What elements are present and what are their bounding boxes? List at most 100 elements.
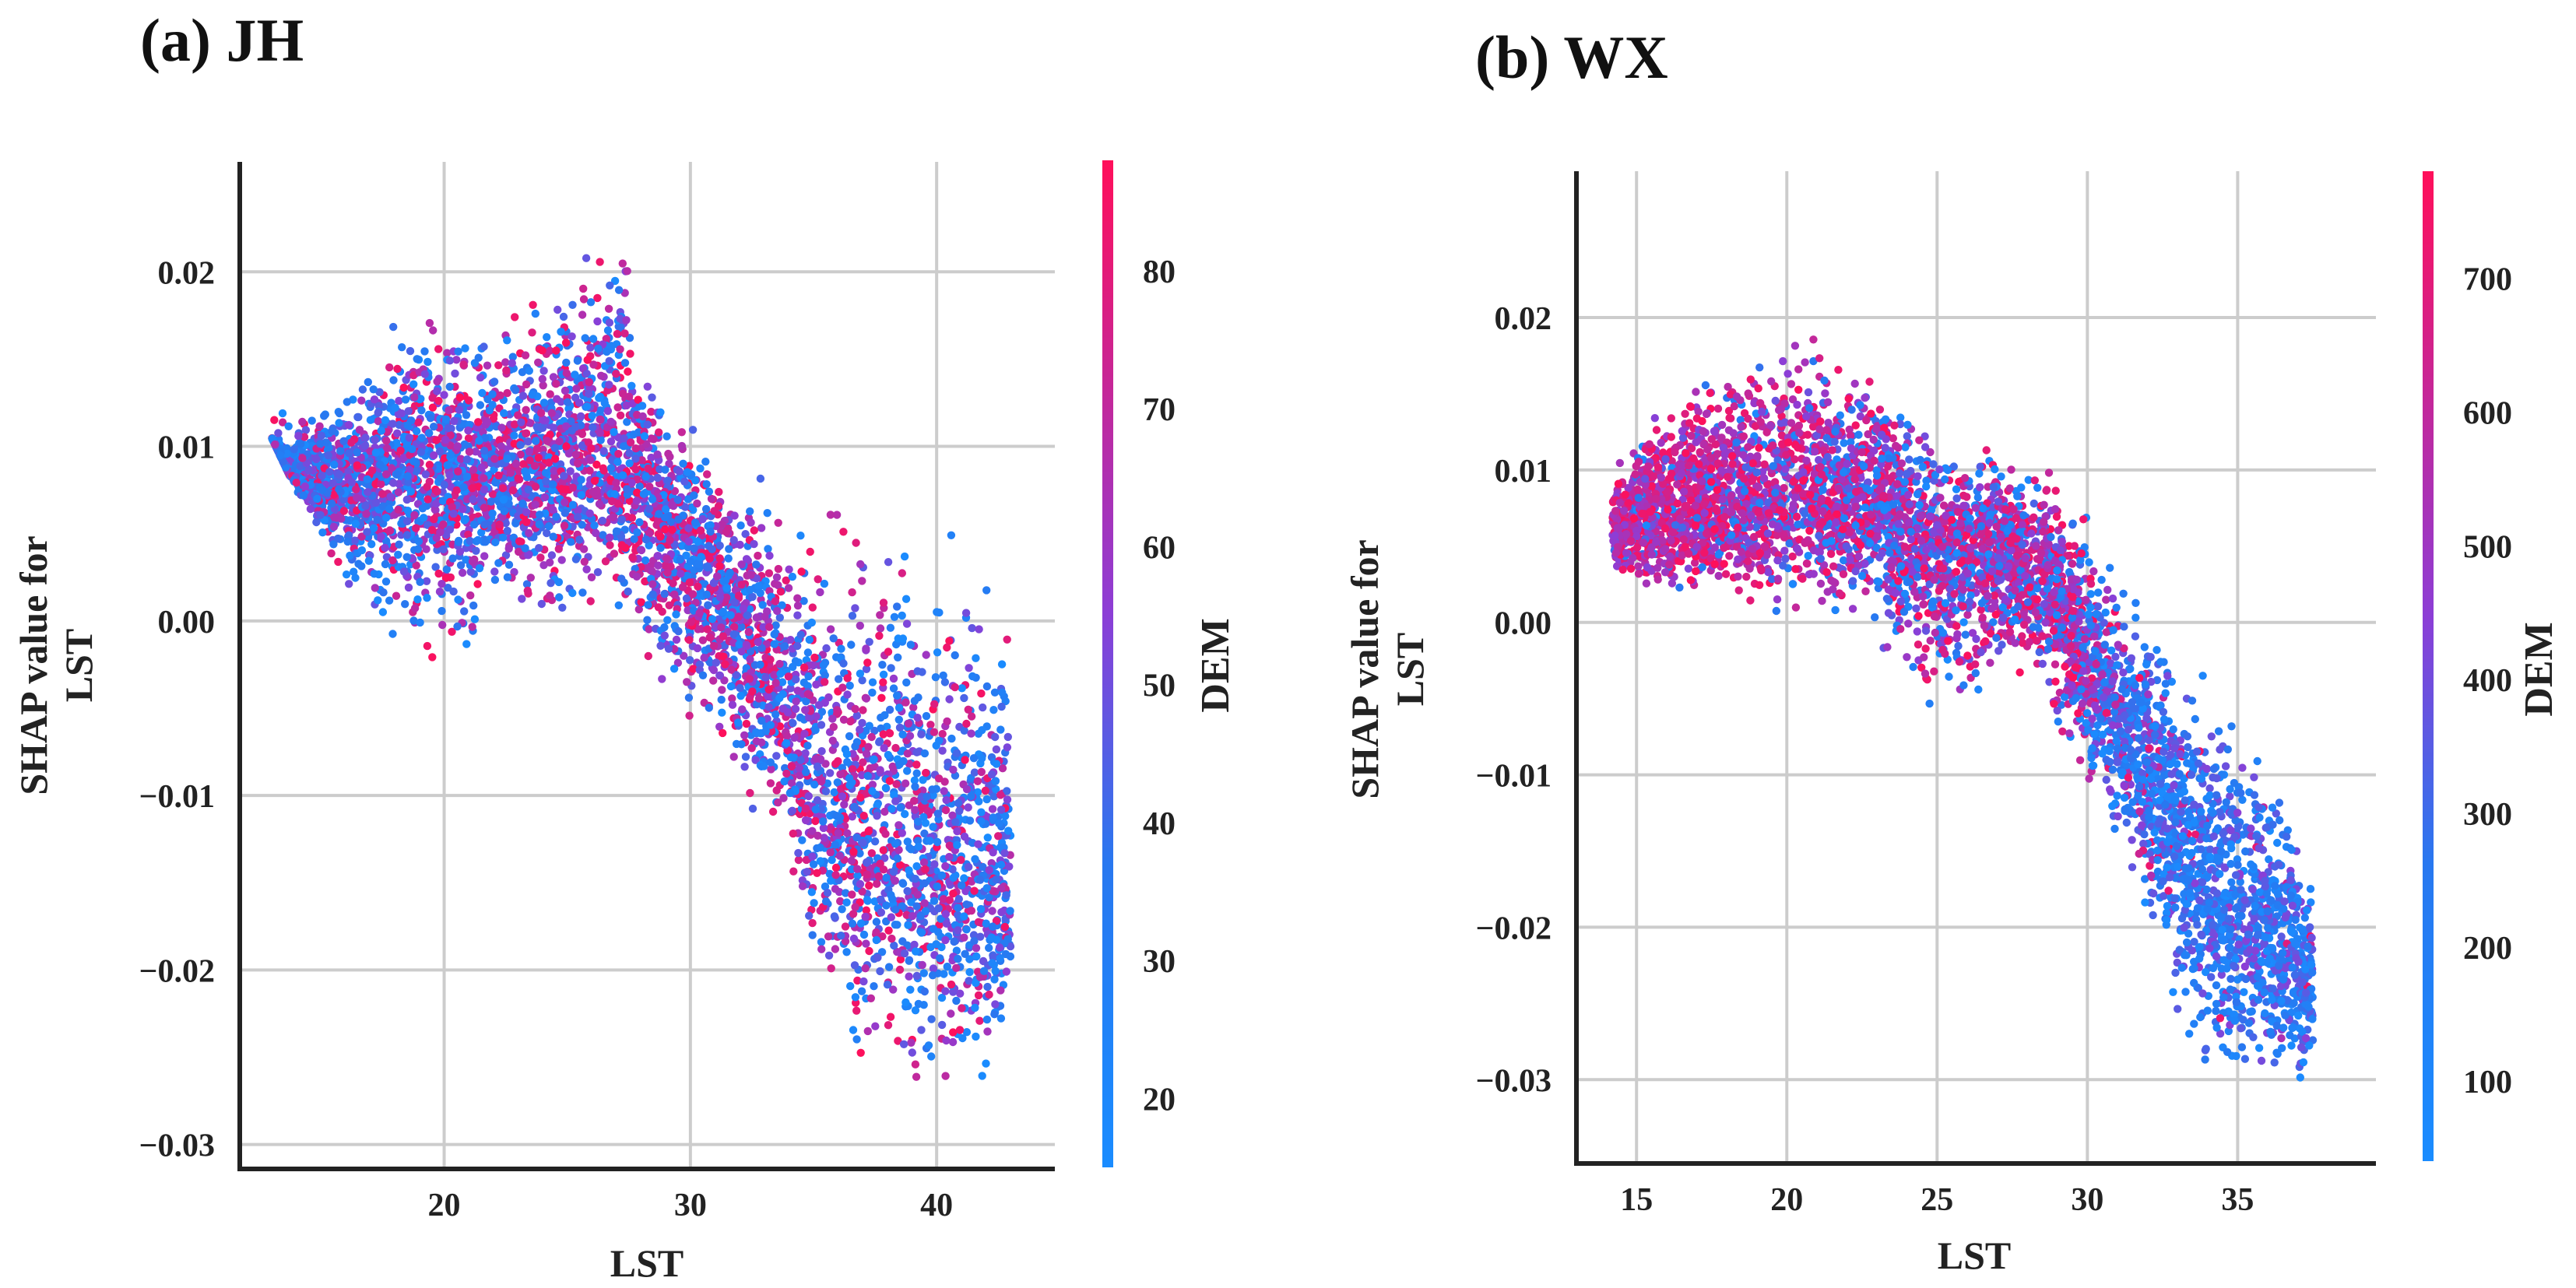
scatter-point bbox=[848, 588, 856, 597]
scatter-point bbox=[648, 495, 657, 504]
scatter-point bbox=[658, 675, 666, 683]
scatter-point bbox=[796, 630, 805, 639]
scatter-point bbox=[912, 748, 921, 756]
scatter-point bbox=[552, 512, 561, 521]
scatter-point bbox=[382, 437, 391, 445]
scatter-point bbox=[703, 563, 712, 572]
scatter-point bbox=[916, 911, 926, 921]
scatter-point bbox=[536, 553, 545, 562]
scatter-point bbox=[941, 935, 950, 945]
scatter-point bbox=[958, 881, 966, 890]
scatter-point bbox=[670, 590, 679, 598]
scatter-point bbox=[851, 704, 859, 714]
scatter-point bbox=[468, 623, 476, 631]
scatter-point bbox=[382, 514, 391, 522]
scatter-point bbox=[539, 398, 549, 407]
scatter-point bbox=[911, 782, 919, 791]
scatter-point bbox=[977, 767, 986, 777]
scatter-point bbox=[947, 1009, 955, 1018]
scatter-point bbox=[977, 808, 986, 816]
scatter-point bbox=[870, 837, 880, 846]
scatter-point bbox=[715, 562, 724, 570]
scatter-point bbox=[425, 318, 434, 328]
scatter-point bbox=[643, 420, 652, 429]
scatter-point bbox=[654, 561, 662, 570]
scatter-point bbox=[445, 382, 454, 391]
scatter-point bbox=[979, 967, 989, 975]
scatter-point bbox=[868, 688, 877, 697]
scatter-point bbox=[977, 817, 986, 826]
scatter-point bbox=[729, 623, 739, 631]
scatter-point bbox=[719, 607, 728, 616]
scatter-point bbox=[401, 600, 409, 609]
scatter-point bbox=[901, 998, 910, 1007]
scatter-point bbox=[983, 982, 992, 991]
scatter-point bbox=[814, 700, 824, 710]
scatter-point bbox=[477, 463, 486, 472]
scatter-point bbox=[441, 415, 451, 423]
scatter-point bbox=[623, 418, 631, 426]
scatter-point bbox=[764, 703, 773, 711]
scatter-point bbox=[754, 694, 764, 703]
scatter-point bbox=[688, 590, 698, 598]
scatter-point bbox=[315, 422, 324, 430]
scatter-point bbox=[859, 706, 867, 714]
scatter-point bbox=[754, 582, 763, 591]
scatter-point bbox=[434, 569, 443, 578]
scatter-point bbox=[746, 507, 754, 516]
scatter-point bbox=[934, 774, 944, 783]
scatter-point bbox=[866, 994, 876, 1003]
scatter-point bbox=[867, 732, 876, 742]
scatter-point bbox=[917, 730, 926, 739]
scatter-point bbox=[978, 1072, 986, 1080]
scatter-point bbox=[638, 402, 647, 410]
scatter-point bbox=[535, 520, 543, 528]
scatter-point bbox=[776, 669, 785, 678]
scatter-point bbox=[613, 403, 622, 412]
scatter-point bbox=[718, 686, 726, 694]
scatter-point bbox=[906, 640, 915, 649]
scatter-point bbox=[394, 488, 403, 497]
scatter-point bbox=[290, 445, 298, 454]
scatter-point bbox=[746, 788, 754, 798]
scatter-point bbox=[943, 962, 952, 971]
scatter-point bbox=[863, 897, 872, 905]
scatter-point bbox=[932, 940, 940, 949]
scatter-point bbox=[653, 473, 662, 483]
scatter-point bbox=[1003, 635, 1011, 644]
scatter-point bbox=[599, 447, 608, 455]
scatter-point bbox=[856, 919, 866, 928]
scatter-point bbox=[593, 568, 603, 577]
scatter-point bbox=[738, 705, 747, 714]
scatter-point bbox=[862, 749, 871, 758]
scatter-point bbox=[546, 390, 554, 398]
scatter-point bbox=[500, 409, 508, 418]
scatter-point bbox=[752, 613, 761, 622]
scatter-point bbox=[937, 871, 947, 880]
scatter-point bbox=[596, 436, 605, 444]
scatter-point bbox=[856, 669, 865, 678]
scatter-point bbox=[806, 547, 814, 556]
scatter-point bbox=[694, 560, 704, 568]
scatter-point bbox=[876, 859, 884, 869]
scatter-point bbox=[920, 987, 930, 996]
scatter-point bbox=[939, 671, 947, 680]
scatter-point bbox=[316, 511, 325, 519]
scatter-point bbox=[581, 334, 589, 342]
scatter-point bbox=[988, 959, 996, 967]
scatter-point bbox=[662, 432, 671, 440]
scatter-point bbox=[997, 660, 1007, 669]
scatter-point bbox=[853, 976, 862, 985]
scatter-point bbox=[388, 630, 397, 638]
scatter-point bbox=[539, 367, 548, 375]
scatter-point bbox=[807, 888, 817, 897]
scatter-point bbox=[971, 1003, 979, 1013]
scatter-point bbox=[625, 449, 634, 458]
scatter-point bbox=[998, 688, 1007, 697]
scatter-point bbox=[609, 513, 617, 521]
scatter-point bbox=[912, 862, 921, 871]
scatter-point bbox=[413, 355, 421, 363]
scatter-point bbox=[737, 623, 746, 631]
scatter-point bbox=[826, 625, 835, 633]
scatter-point bbox=[808, 931, 817, 939]
